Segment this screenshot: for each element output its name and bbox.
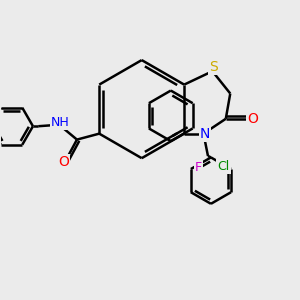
Text: O: O: [247, 112, 258, 126]
Text: F: F: [195, 161, 202, 174]
Text: NH: NH: [51, 116, 70, 129]
Text: N: N: [200, 127, 210, 141]
Text: O: O: [58, 155, 69, 169]
Text: S: S: [209, 60, 218, 74]
Text: Cl: Cl: [218, 160, 230, 172]
